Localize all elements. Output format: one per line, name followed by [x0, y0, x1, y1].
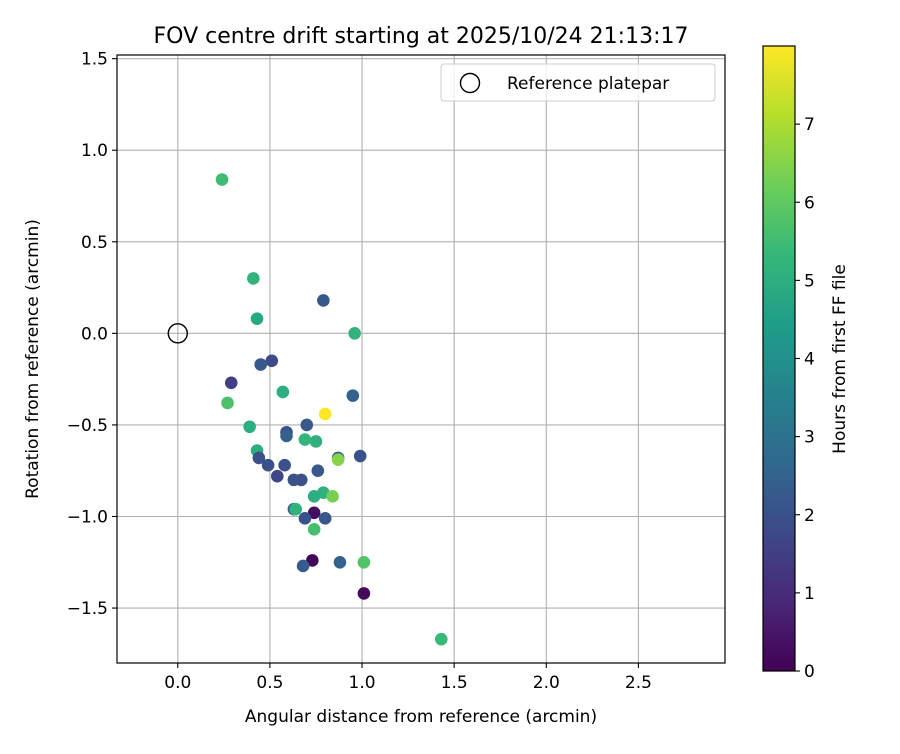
scatter-point: [317, 294, 330, 307]
scatter-point: [357, 555, 371, 569]
y-tick-label: −1.5: [67, 599, 108, 619]
scatter-point: [270, 469, 284, 483]
colorbar-tick-label: 6: [804, 193, 815, 213]
chart-title: FOV centre drift starting at 2025/10/24 …: [154, 24, 689, 49]
y-tick-label: 0.0: [81, 324, 108, 344]
gridlines: [117, 55, 725, 663]
colorbar-tick-label: 5: [804, 271, 815, 291]
y-axis-ticks: −1.5 −1.0 −0.5 0.0 0.5 1.0 1.5: [67, 50, 117, 619]
scatter-point: [265, 354, 279, 368]
scatter-point: [348, 327, 361, 340]
scatter-point: [296, 559, 310, 573]
scatter-point: [326, 490, 339, 503]
scatter-series: [215, 173, 448, 646]
y-tick-label: 1.5: [81, 50, 108, 70]
scatter-point: [247, 272, 260, 285]
legend: Reference platepar: [440, 63, 716, 102]
scatter-point: [215, 173, 229, 186]
scatter-point: [309, 435, 323, 448]
x-tick-label: 2.0: [533, 673, 560, 693]
scatter-point: [318, 407, 332, 421]
scatter-point: [331, 453, 345, 467]
x-tick-label: 0.5: [256, 673, 283, 693]
y-tick-label: −0.5: [67, 416, 108, 436]
scatter-point: [294, 473, 308, 487]
x-tick-label: 1.0: [349, 673, 376, 693]
y-axis-label: Rotation from reference (arcmin): [23, 219, 43, 499]
scatter-point: [305, 554, 319, 567]
scatter-point: [252, 451, 266, 465]
scatter-point: [318, 512, 332, 525]
scatter-point: [333, 555, 347, 569]
scatter-point: [300, 418, 314, 432]
colorbar: 0 1 2 3 4 5 6 7 Hours from first FF file: [762, 45, 850, 682]
scatter-point: [434, 632, 448, 646]
colorbar-label: Hours from first FF file: [830, 264, 850, 454]
scatter-point: [298, 433, 312, 446]
legend-box: [440, 63, 716, 102]
colorbar-tick-label: 3: [804, 428, 815, 448]
scatter-point: [357, 587, 371, 600]
scatter-point: [261, 458, 275, 472]
x-axis-label: Angular distance from reference (arcmin): [245, 707, 597, 727]
legend-reference-marker: [459, 72, 481, 94]
scatter-point: [243, 420, 256, 434]
plot-frame: [116, 54, 726, 664]
scatter-point: [307, 490, 321, 503]
scatter-point: [307, 506, 321, 520]
reference-layer: [167, 323, 189, 344]
colorbar-tick-label: 2: [804, 506, 815, 526]
reference-platepar-marker: [167, 323, 189, 344]
scatter-point: [254, 358, 268, 371]
x-tick-label: 1.5: [441, 673, 468, 693]
colorbar-tick-label: 7: [804, 115, 815, 135]
scatter-point: [289, 502, 303, 516]
scatter-point: [224, 376, 238, 390]
scatter-point: [298, 512, 312, 525]
colorbar-tick-label: 1: [804, 584, 815, 604]
plot-area: [117, 55, 725, 663]
colorbar-tick-label: 0: [804, 662, 815, 682]
scatter-point: [250, 312, 264, 326]
y-tick-label: 0.5: [81, 233, 108, 253]
scatter-point: [280, 429, 293, 443]
scatter-point: [353, 449, 367, 463]
y-tick-label: 1.0: [81, 141, 108, 161]
colorbar-ticks: 0 1 2 3 4 5 6 7: [795, 115, 815, 682]
scatter-point: [278, 458, 291, 472]
scatter-point: [346, 389, 360, 402]
y-tick-label: −1.0: [67, 507, 108, 527]
colorbar-gradient: [763, 46, 795, 671]
scatter-point: [276, 385, 290, 399]
scatter-point: [221, 396, 234, 410]
colorbar-tick-label: 4: [804, 350, 815, 370]
x-tick-label: 2.5: [625, 673, 652, 693]
x-tick-label: 0.0: [164, 673, 191, 693]
scatter-point: [307, 523, 321, 536]
scatter-point: [311, 464, 325, 478]
x-axis-ticks: 0.0 0.5 1.0 1.5 2.0 2.5: [164, 663, 652, 693]
legend-reference-label: Reference platepar: [507, 74, 669, 94]
